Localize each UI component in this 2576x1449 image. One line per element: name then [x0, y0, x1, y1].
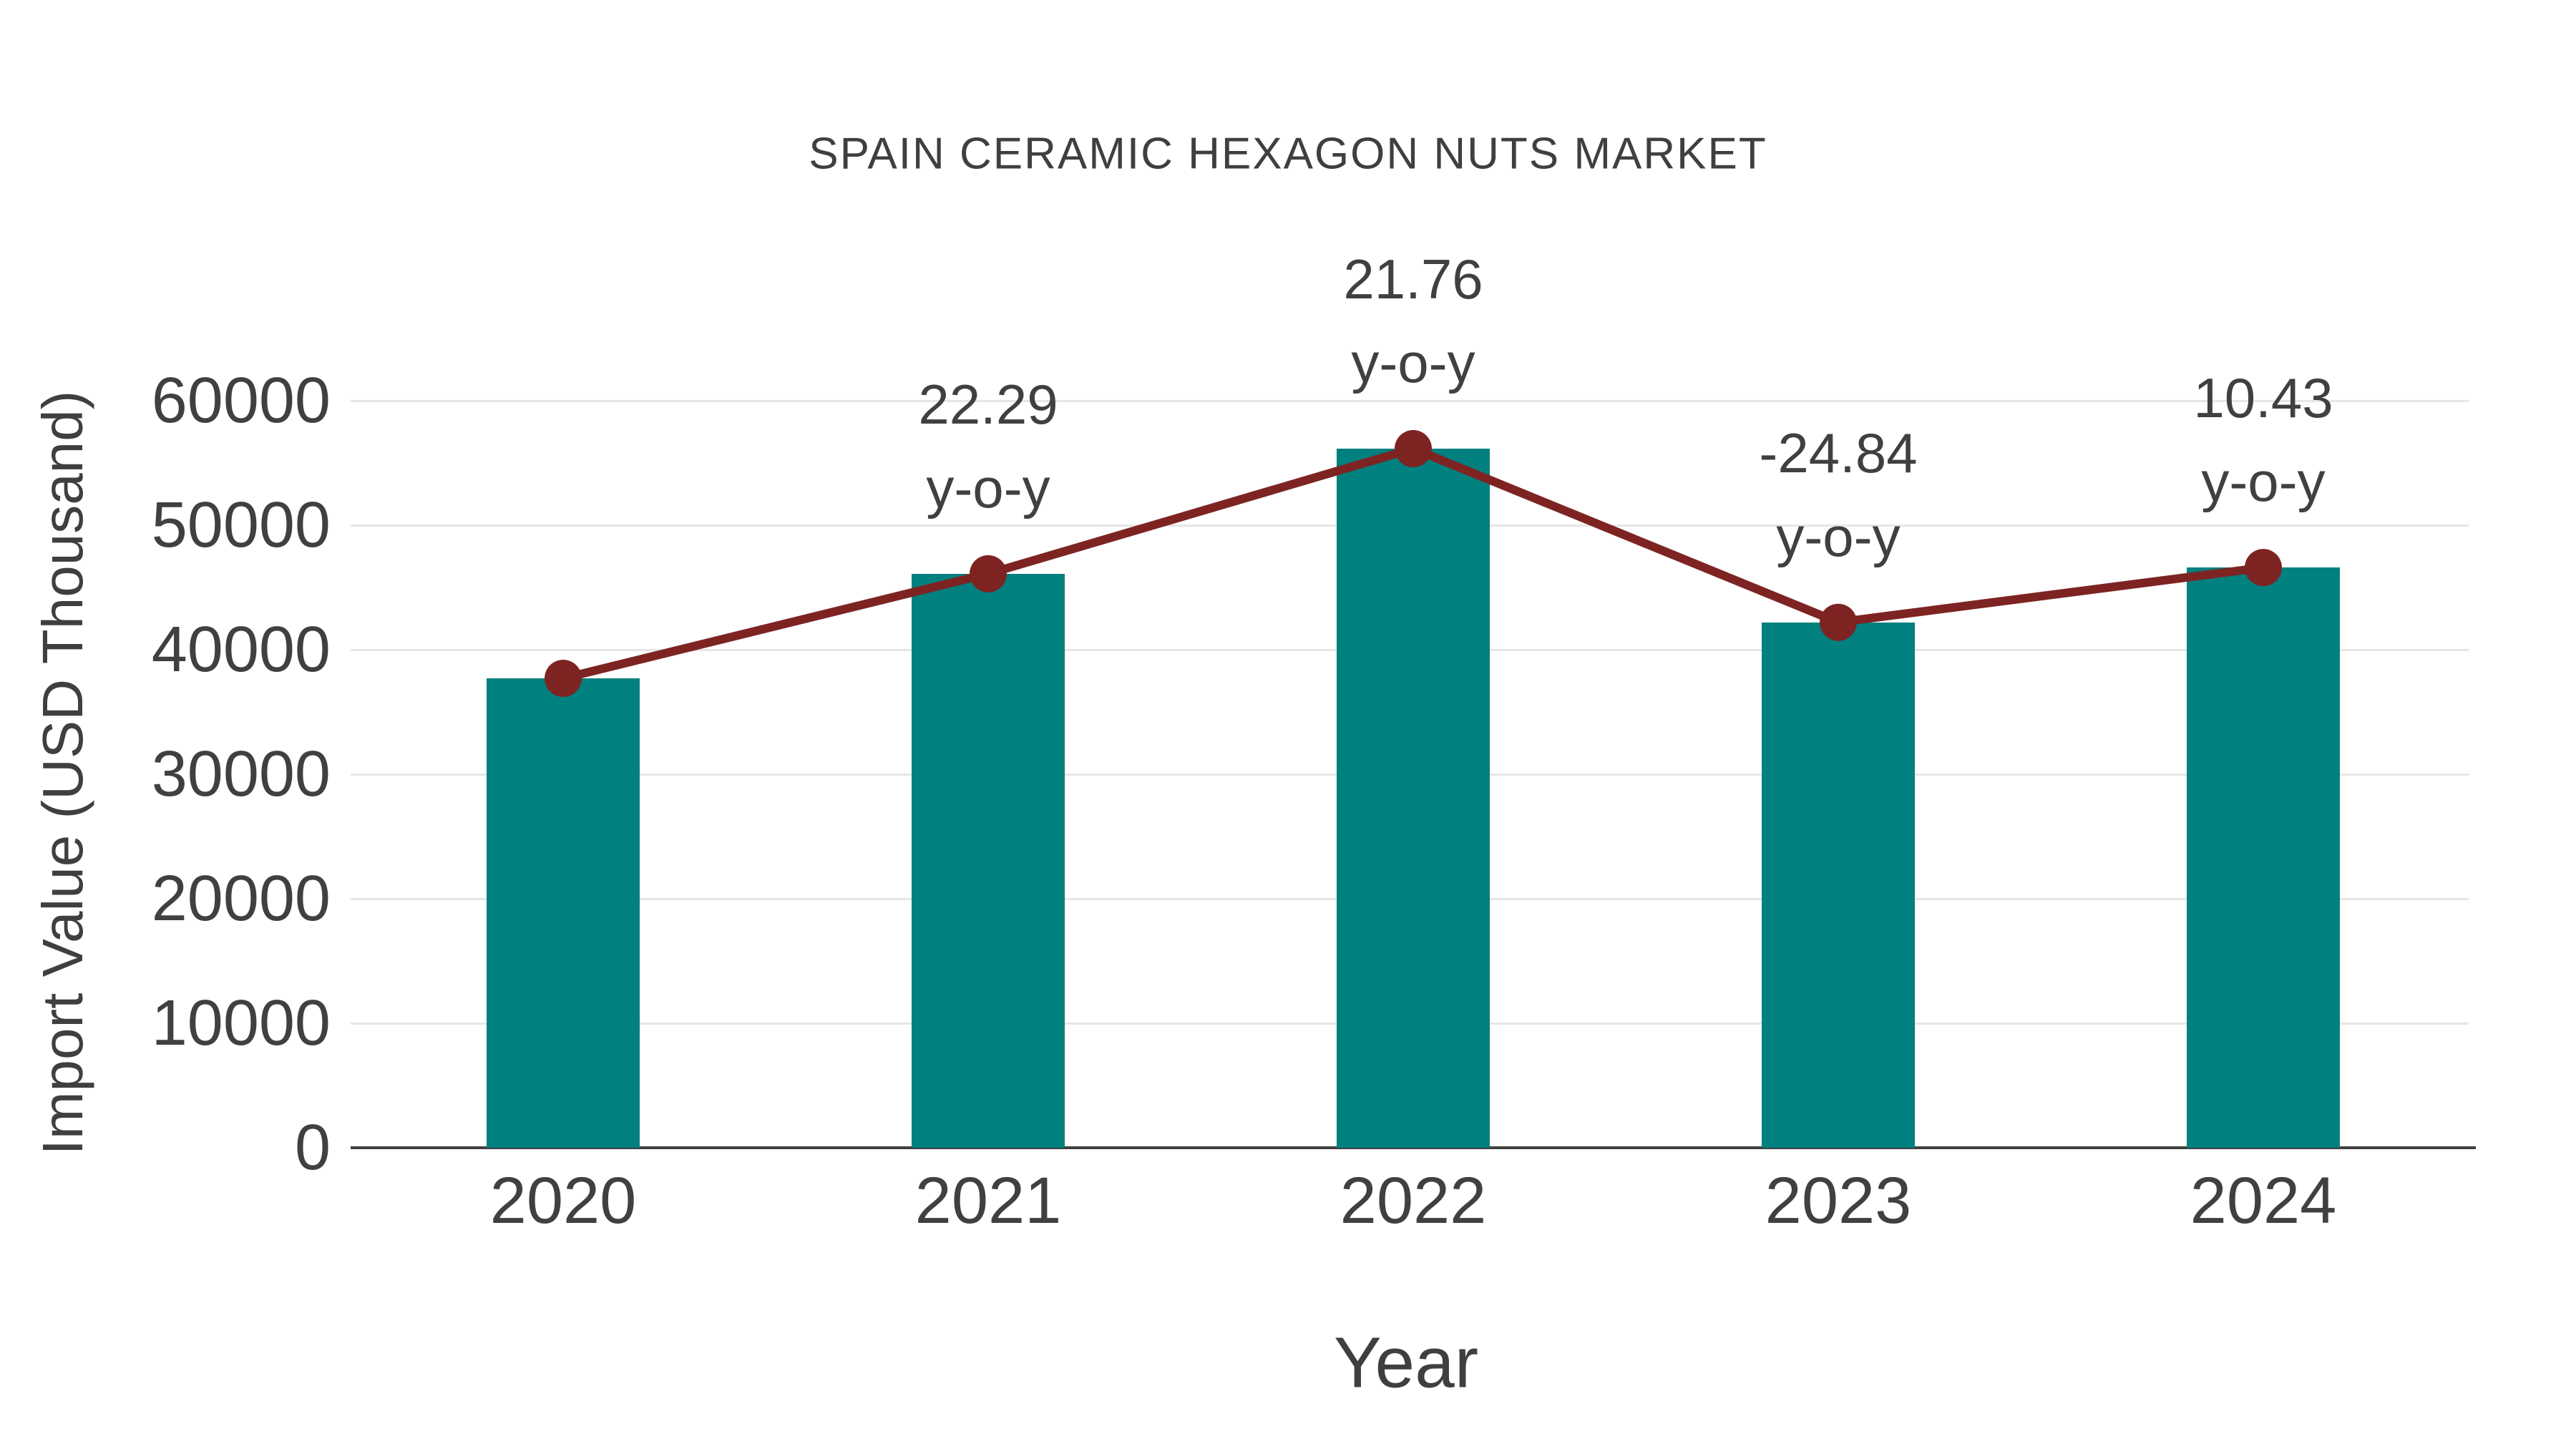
bar-2023 — [1762, 622, 1915, 1148]
line-marker-2024 — [2245, 549, 2282, 587]
y-gridline — [351, 400, 2469, 402]
yoy-unit-label: y-o-y — [2201, 450, 2326, 514]
chart-title: SPAIN CERAMIC HEXAGON NUTS MARKET — [809, 129, 1767, 179]
line-marker-2023 — [1820, 603, 1857, 641]
yoy-unit-label: y-o-y — [926, 456, 1050, 519]
bar-2022 — [1337, 448, 1490, 1148]
bar-2024 — [2187, 567, 2340, 1148]
y-tick-label: 50000 — [151, 489, 331, 561]
line-marker-2021 — [970, 555, 1007, 592]
x-tick-label: 2021 — [914, 1164, 1062, 1237]
yoy-value-label: 10.43 — [2193, 366, 2333, 430]
y-tick-label: 0 — [294, 1112, 331, 1184]
y-tick-label: 10000 — [151, 987, 331, 1059]
x-tick-label: 2022 — [1340, 1164, 1487, 1237]
x-tick-label: 2024 — [2190, 1164, 2337, 1237]
x-tick-label: 2023 — [1765, 1164, 1912, 1237]
bar-2020 — [487, 678, 640, 1148]
line-marker-2020 — [545, 660, 582, 698]
yoy-line — [562, 444, 2264, 683]
yoy-unit-label: y-o-y — [1776, 504, 1901, 568]
yoy-value-label: 22.29 — [918, 372, 1058, 436]
y-tick-label: 60000 — [151, 365, 331, 436]
yoy-value-label: 21.76 — [1343, 247, 1483, 311]
x-axis-title: Year — [1333, 1322, 1479, 1403]
yoy-value-label: -24.84 — [1759, 421, 1918, 484]
y-tick-label: 30000 — [151, 738, 331, 810]
bar-2021 — [912, 573, 1065, 1148]
x-axis-line — [351, 1146, 2476, 1149]
x-tick-label: 2020 — [489, 1164, 637, 1237]
line-marker-2022 — [1395, 429, 1432, 467]
y-tick-label: 40000 — [151, 614, 331, 686]
y-tick-label: 20000 — [151, 863, 331, 935]
yoy-unit-label: y-o-y — [1351, 331, 1475, 394]
